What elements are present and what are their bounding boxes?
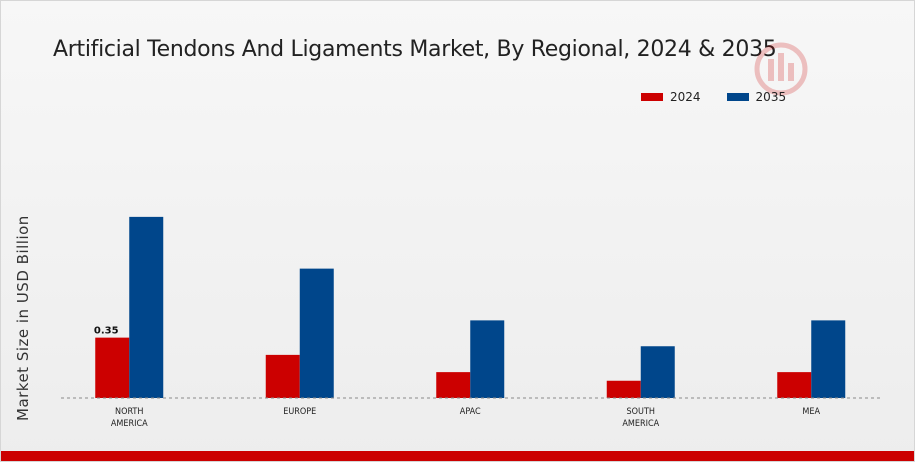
bar-2035-europe (299, 268, 334, 398)
legend-swatch-2024 (641, 93, 663, 101)
legend-label-2035: 2035 (755, 90, 787, 104)
x-tick-label-south-america: SOUTH AMERICA (622, 407, 659, 429)
chart-title: Artificial Tendons And Ligaments Market,… (53, 37, 777, 62)
bar-2035-north-america (129, 216, 164, 398)
bar-2035-south-america (640, 346, 675, 398)
bottom-accent-bar (1, 451, 914, 461)
legend-label-2024: 2024 (670, 90, 701, 104)
x-tick-label-north-america: NORTH AMERICA (111, 407, 148, 429)
bar-2024-apac (436, 372, 471, 398)
legend-item-2035: 2035 (726, 90, 787, 104)
bar-2035-mea (811, 320, 846, 398)
x-tick-label-mea: MEA (802, 407, 820, 417)
legend-item-2024: 2024 (641, 90, 701, 104)
bar-2035-apac (470, 320, 505, 398)
x-tick-label-europe: EUROPE (283, 407, 316, 417)
legend-swatch-2035 (726, 93, 749, 101)
bar-2024-mea (777, 372, 812, 398)
bar-2024-south-america (606, 380, 641, 398)
bar-2024-north-america (95, 337, 130, 398)
x-tick-label-apac: APAC (460, 407, 481, 417)
data-label-2024-0: 0.35 (94, 326, 119, 337)
watermark-logo-icon (754, 42, 808, 96)
bar-2024-europe (265, 354, 300, 398)
legend: 2024 2035 (641, 90, 786, 104)
